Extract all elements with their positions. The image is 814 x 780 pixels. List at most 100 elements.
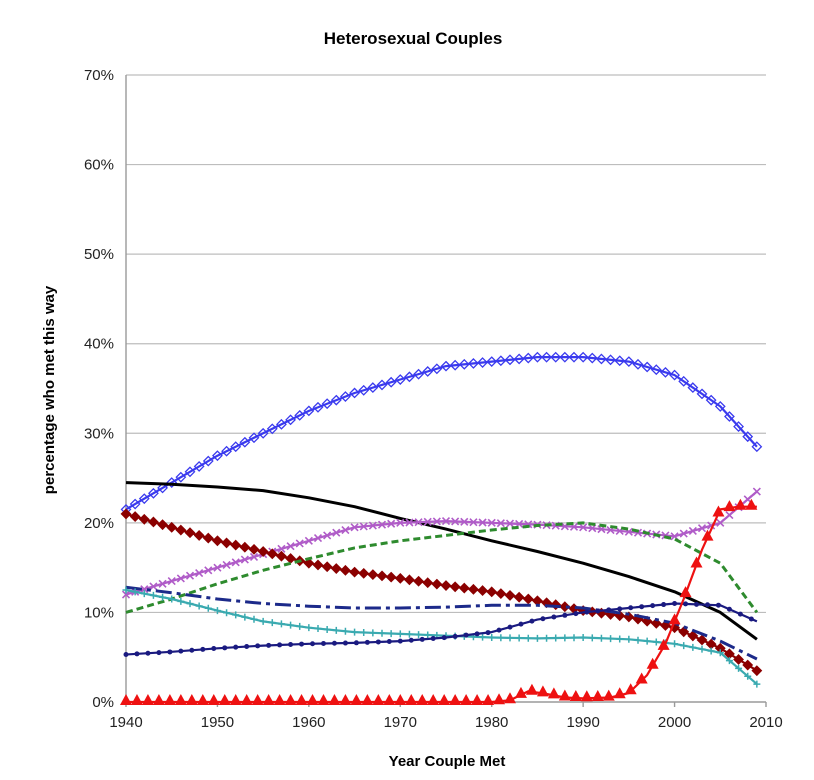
data-point	[471, 694, 484, 705]
data-point	[716, 518, 725, 527]
x-ticks: 1940 1950 1960 1970 1980 1990 2000 2010	[109, 714, 782, 731]
data-point	[134, 651, 140, 657]
data-point	[257, 427, 269, 439]
data-point	[569, 690, 582, 702]
data-point	[680, 642, 688, 650]
data-point	[262, 694, 275, 705]
data-point	[504, 354, 516, 366]
data-point	[613, 687, 626, 699]
data-point	[672, 600, 678, 606]
data-point	[156, 650, 162, 656]
data-point	[646, 657, 659, 669]
data-point	[213, 607, 221, 615]
series-red-triangle	[120, 498, 758, 705]
data-point	[148, 487, 159, 499]
data-point	[650, 603, 656, 609]
data-point	[660, 366, 671, 378]
data-point	[505, 519, 515, 528]
data-point	[515, 634, 523, 642]
data-point	[679, 586, 692, 598]
data-point	[140, 590, 148, 598]
data-point	[441, 635, 447, 641]
data-point	[342, 640, 348, 646]
data-point	[377, 520, 387, 529]
data-point	[250, 615, 258, 623]
data-point	[257, 546, 269, 557]
data-point	[522, 593, 534, 605]
data-point	[723, 500, 736, 512]
x-tick-label: 1980	[475, 714, 508, 731]
data-point	[605, 354, 616, 366]
data-point	[496, 627, 502, 633]
data-point	[248, 543, 260, 555]
data-point	[668, 613, 681, 625]
data-point	[687, 630, 699, 642]
data-point	[451, 517, 460, 526]
data-point	[385, 571, 397, 583]
data-point	[487, 518, 496, 527]
data-point	[641, 361, 653, 373]
data-point	[725, 657, 733, 665]
data-point	[628, 605, 634, 611]
data-point	[632, 358, 644, 370]
data-point	[230, 539, 242, 551]
data-point	[130, 694, 143, 705]
y-tick-label: 10%	[84, 604, 114, 621]
data-point	[207, 694, 220, 705]
data-point	[306, 694, 319, 705]
data-point	[200, 646, 206, 652]
data-point	[383, 694, 396, 705]
data-point	[394, 374, 406, 385]
data-point	[643, 637, 651, 645]
data-point	[716, 649, 724, 657]
data-point	[317, 694, 330, 705]
data-point	[725, 510, 734, 520]
data-point	[218, 694, 231, 705]
data-point	[449, 581, 461, 593]
data-point	[543, 634, 551, 642]
data-point	[277, 544, 286, 553]
data-point	[463, 632, 469, 638]
data-point	[552, 634, 560, 642]
data-point	[152, 694, 165, 705]
data-point	[440, 580, 452, 591]
data-point	[562, 612, 568, 618]
data-point	[536, 685, 549, 697]
series-black-solid	[125, 481, 758, 641]
data-point	[452, 633, 458, 639]
data-point	[616, 635, 624, 643]
data-point	[532, 351, 543, 363]
data-point	[222, 560, 231, 570]
data-point	[624, 683, 637, 695]
data-point	[734, 498, 747, 510]
data-point	[506, 634, 514, 642]
data-point	[497, 634, 505, 642]
data-point	[369, 629, 377, 637]
chart-title: Heterosexual Couples	[324, 29, 503, 48]
data-point	[122, 586, 130, 594]
data-point	[195, 602, 203, 610]
data-point	[193, 529, 205, 541]
data-point	[202, 455, 214, 467]
data-point	[541, 351, 552, 363]
data-point	[149, 591, 157, 599]
data-point	[320, 640, 326, 646]
data-point	[353, 640, 359, 646]
data-point	[745, 498, 758, 510]
data-point	[639, 604, 645, 610]
data-point	[287, 621, 295, 629]
data-point	[189, 647, 195, 653]
data-point	[196, 694, 209, 705]
data-point	[303, 405, 315, 417]
data-point	[232, 611, 240, 619]
data-point	[705, 638, 717, 650]
data-point	[485, 630, 491, 636]
x-axis-label: Year Couple Met	[389, 753, 506, 770]
data-point	[396, 630, 404, 638]
data-point	[212, 535, 223, 547]
data-point	[424, 631, 432, 639]
data-point	[495, 355, 507, 367]
data-point	[698, 645, 706, 653]
data-point	[495, 588, 507, 600]
data-point	[299, 641, 305, 647]
